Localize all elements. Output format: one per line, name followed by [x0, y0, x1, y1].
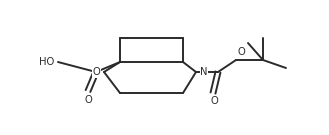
Text: O: O [84, 95, 92, 105]
Text: N: N [200, 67, 208, 77]
Text: O: O [210, 96, 218, 106]
Text: O: O [92, 67, 100, 77]
Text: O: O [237, 47, 245, 57]
Text: HO: HO [39, 57, 54, 67]
